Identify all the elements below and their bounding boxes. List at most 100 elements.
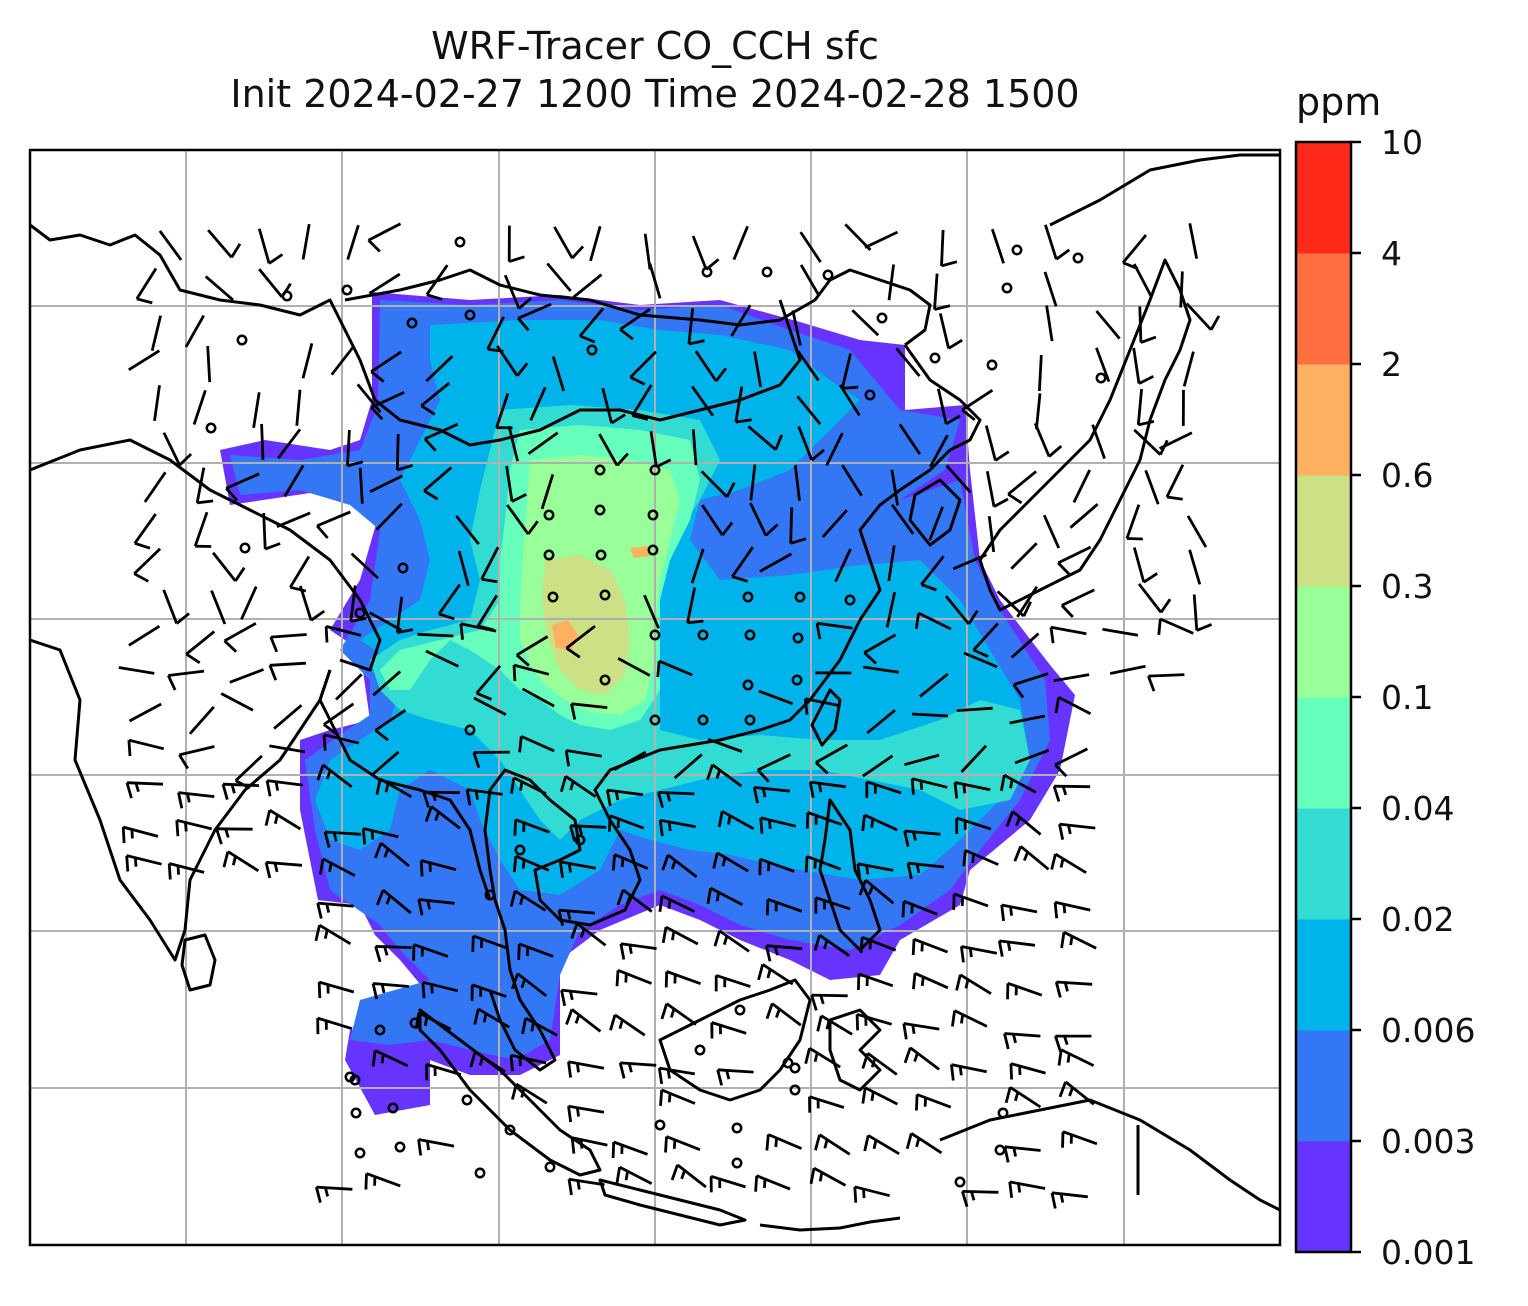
wind-barb [395,596,414,634]
wind-barb-feather [842,385,859,390]
wind-barb-shaft [178,791,215,798]
wind-barb [507,225,525,263]
calm-wind-circle [504,1124,516,1136]
wind-barb-shaft [578,307,605,337]
wind-barb [1013,845,1050,871]
wind-barb [128,702,162,723]
coastline-lesser-sunda [759,1216,901,1232]
wind-barb-shaft [524,1016,558,1037]
wind-barb [955,816,992,834]
wind-barb-shaft [375,502,403,531]
wind-barb-shaft [422,980,459,993]
wind-barb-feather [1053,902,1059,919]
wind-barb-shaft [133,513,157,545]
wind-barb [133,547,162,583]
wind-barb-shaft [301,343,314,379]
wind-barb [374,945,412,963]
wind-barb [997,939,1036,957]
calm-wind-circle [649,714,661,726]
colorbar-tick-label: 0.006 [1381,1011,1475,1050]
wind-barb-feather [667,821,672,832]
wind-barb-feather [510,777,516,794]
wind-barb-feather [509,1055,514,1072]
wind-barb-feather [315,1186,322,1203]
coastline-myanmar [318,669,492,901]
wind-barb [690,548,705,584]
wind-barb [349,585,367,623]
wind-barb-feather [856,863,862,880]
wind-barb [1049,625,1087,644]
wind-barb-shaft [619,308,651,331]
wind-barb-feather [430,984,434,994]
wind-barb-shaft [707,737,743,753]
wind-barb-feather [559,861,564,878]
wind-barb [902,1022,940,1040]
wind-barb-feather [521,1017,527,1035]
wind-barb [513,818,550,836]
wind-barb [167,862,205,880]
wind-barb-feather [374,946,382,963]
wind-barb-feather [1015,816,1022,827]
wind-barb-shaft [956,816,992,831]
wind-barb-shaft [466,788,503,796]
wind-barb-feather [721,521,734,536]
wind-barb-feather [512,855,518,873]
calm-wind-circle [236,334,248,346]
wind-barb-shaft [747,425,777,451]
wind-barb [133,513,157,550]
wind-barb [135,267,158,305]
wind-barb-shaft [961,945,998,955]
wind-barb-feather [370,370,385,383]
wind-barb-feather [323,831,331,848]
wind-barb-feather [666,1069,671,1079]
wind-barb-shaft [1035,393,1042,430]
wind-barb-shaft [210,590,227,625]
wind-barb-feather [664,1136,668,1153]
wind-barb [756,753,791,783]
wind-barb-feather [629,375,646,386]
wind-barb-feather [1003,1033,1010,1050]
wind-barb-feather [870,1091,875,1102]
wind-barb-feather [422,791,430,808]
wind-barb-feather [125,782,133,799]
wind-barb [709,1174,746,1193]
wind-barb [167,669,205,691]
wind-barb [1058,822,1096,840]
wind-barb-feather [903,830,910,847]
wind-barb-feather [570,703,577,720]
wind-barb-shaft [133,547,162,575]
wind-barb [1010,542,1038,570]
wind-barb-shaft [985,471,996,507]
calm-wind-circle [1072,252,1084,264]
wind-barb [799,231,822,263]
wind-barb-shaft [701,504,724,536]
wind-barb-shaft [529,386,547,421]
wind-barb-shaft [598,433,619,467]
wind-barb-feather [419,860,424,877]
wind-barb-feather [274,781,280,791]
wind-barb-feather [576,1180,581,1190]
wind-barb-shaft [176,818,213,831]
wind-barb [1007,470,1037,505]
wind-barb-feather [371,1050,377,1067]
wind-barb [1008,1180,1046,1198]
wind-barb-shaft [760,816,797,828]
wind-barb [616,888,653,913]
wind-barb [649,431,672,469]
wind-barb [375,889,412,915]
wind-barb [813,934,850,957]
coastline-korea [908,478,962,547]
wind-barb [838,384,861,417]
wind-barb-shaft [1010,542,1038,570]
wind-barb-shaft [854,1185,891,1198]
wind-barb-shaft [1132,263,1153,297]
wind-barb [805,811,843,829]
wind-barb [475,664,502,701]
wind-barb-shaft [515,854,550,872]
wind-barb-feather [230,243,242,259]
wind-barb-shaft [369,611,402,632]
wind-barb-feather [424,806,433,823]
wind-barb [919,672,949,698]
wind-barb-shaft [1185,302,1213,331]
wind-barb-feather [125,855,130,872]
